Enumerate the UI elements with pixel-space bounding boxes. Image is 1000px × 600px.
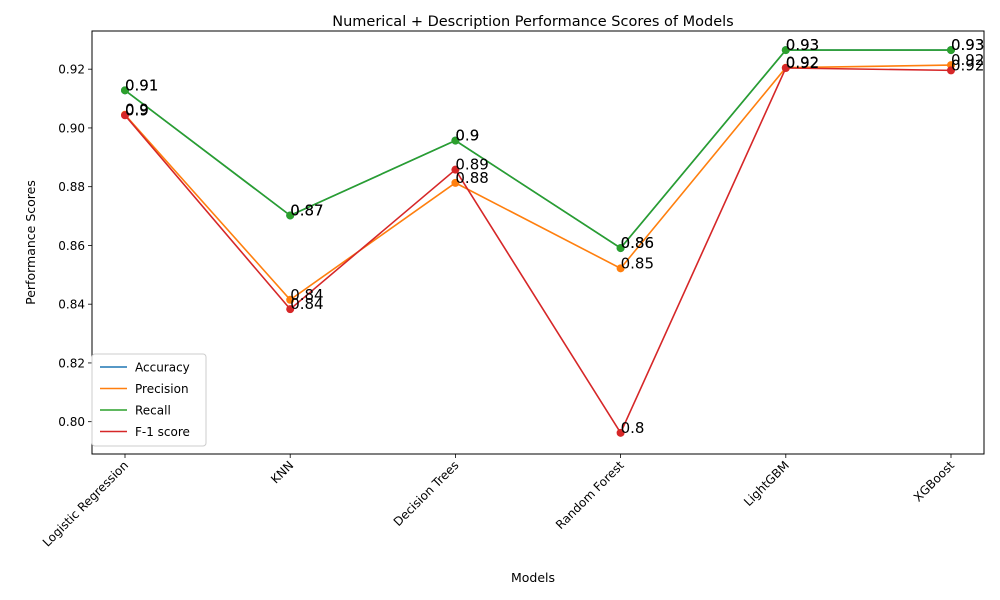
legend-label: Accuracy [135,361,190,375]
data-point [947,46,955,55]
data-point [947,66,955,75]
y-tick-label: 0.82 [58,356,85,370]
data-label: 0.89 [455,156,488,174]
data-point [616,428,625,437]
chart-title: Numerical + Description Performance Scor… [332,14,733,30]
y-tick-label: 0.92 [58,63,85,77]
legend-box [91,353,207,447]
data-point [616,244,625,253]
data-label: 0.92 [786,54,819,72]
y-tick-label: 0.86 [58,239,85,253]
data-point [121,111,129,120]
data-label: 0.88 [455,169,488,187]
data-label: 0.92 [786,54,819,72]
data-label: 0.85 [621,254,654,272]
y-tick-label: 0.80 [58,415,85,429]
x-axis-label: Models [511,570,555,585]
legend-label: F-1 score [135,425,190,439]
data-label: 0.84 [290,295,323,313]
data-point [286,295,295,304]
y-tick-label: 0.88 [58,180,85,194]
legend-label: Precision [135,382,189,396]
data-point [781,46,790,55]
data-label: 0.92 [951,56,984,74]
series-line-2 [124,49,951,250]
data-label: 0.93 [951,36,984,54]
data-label: 0.9 [125,101,149,119]
data-label: 0.87 [290,201,323,219]
data-label: 0.86 [621,234,654,252]
data-point [286,211,295,220]
data-label: 0.86 [621,234,654,252]
legend-label: Recall [135,404,171,418]
data-label: 0.91 [125,76,158,94]
data-label: 0.9 [455,127,479,145]
legend: Accuracy Precision Recall F-1 score [91,353,207,447]
data-point [121,86,129,95]
data-point [616,264,625,273]
y-tick-label: 0.84 [58,298,85,312]
data-point [286,305,295,314]
data-label: 0.84 [290,286,323,304]
plot-frame [91,30,985,455]
data-label: 0.93 [786,36,819,54]
data-label: 0.9 [125,101,149,119]
y-axis-label: Performance Scores [23,180,38,305]
data-label: 0.92 [951,51,984,69]
data-label: 0.9 [455,127,479,145]
data-label: 0.87 [290,201,323,219]
data-label: 0.93 [786,36,819,54]
series-line-3 [124,67,952,435]
data-point [451,178,460,187]
data-point [781,64,790,73]
data-label: 0.91 [125,76,158,94]
y-tick-label: 0.90 [58,121,85,135]
data-point [451,136,460,145]
data-point [451,165,460,174]
series-line-1 [124,64,952,301]
data-label: 0.8 [621,419,645,437]
data-label: 0.93 [951,36,984,54]
